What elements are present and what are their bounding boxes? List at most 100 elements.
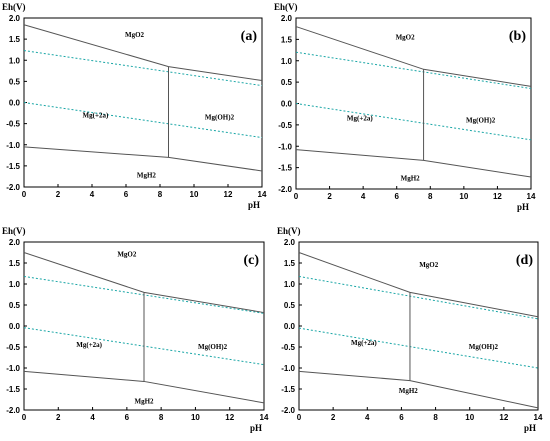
y-tick-label: -1.0: [278, 142, 292, 151]
panel-letter: (c): [243, 253, 259, 268]
x-tick-label: 2: [327, 192, 332, 201]
y-axis-label: Eh(V): [2, 226, 26, 236]
water-stability-line: [298, 327, 539, 369]
y-tick-label: 2.0: [9, 238, 21, 247]
y-tick-label: 1.5: [9, 259, 21, 268]
x-tick-label: 12: [499, 413, 508, 422]
panel-letter: (a): [241, 29, 258, 44]
x-tick-label: 6: [394, 192, 399, 201]
y-tick-label: 0.5: [284, 301, 296, 310]
x-tick-label: 0: [22, 190, 27, 199]
water-stability-line: [23, 50, 263, 87]
x-tick-label: 0: [294, 192, 299, 201]
y-tick-label: -1.0: [6, 364, 20, 373]
x-axis-label: pH: [250, 423, 262, 433]
region-label: MgH2: [401, 174, 421, 182]
y-tick-label: 1.0: [281, 57, 293, 66]
x-tick-label: 0: [22, 413, 27, 422]
y-axis-label: Eh(V): [2, 2, 26, 12]
x-tick-label: 14: [258, 190, 267, 199]
x-tick-label: 14: [527, 192, 536, 201]
y-tick-label: 0.5: [9, 77, 21, 86]
y-tick-label: 1.0: [9, 280, 21, 289]
region-label: MgO2: [117, 251, 137, 259]
x-tick-label: 8: [158, 190, 163, 199]
y-tick-label: 0.5: [9, 301, 21, 310]
panel-1: 0 2 4 6 8 10 12 14 2.0 1.5 1.0 0.5 0.0 -0.5 -1.0 -1.5 -2…: [274, 2, 536, 212]
x-tick-label: 6: [399, 413, 404, 422]
y-tick-label: 1.5: [281, 35, 293, 44]
water-stability-line: [298, 275, 539, 320]
x-tick-label: 4: [361, 192, 366, 201]
region-label: Mg(+2a): [351, 339, 377, 347]
x-tick-label: 2: [331, 413, 336, 422]
region-label: Mg(+2a): [347, 115, 373, 123]
y-axis-label: Eh(V): [277, 226, 301, 236]
x-tick-label: 4: [90, 190, 95, 199]
region-label: Mg(+2a): [76, 341, 102, 349]
y-tick-label: -1.5: [281, 385, 295, 394]
x-tick-label: 2: [56, 190, 61, 199]
y-tick-label: 1.5: [9, 35, 21, 44]
x-tick-label: 4: [90, 413, 95, 422]
x-axis-label: pH: [248, 200, 260, 210]
region-label: MgH2: [137, 172, 157, 180]
x-tick-label: 6: [125, 413, 130, 422]
y-tick-label: -2.0: [278, 185, 292, 194]
panel-2: 0 2 4 6 8 10 12 14 2.0 1.5 1.0 0.5 0.0 -0.5 -1.0 -1.5 -2…: [2, 226, 269, 433]
x-tick-label: 8: [159, 413, 164, 422]
x-tick-label: 8: [428, 192, 433, 201]
region-label: Mg(OH)2: [469, 343, 499, 351]
x-tick-label: 12: [224, 190, 233, 199]
y-tick-label: 0.0: [281, 100, 293, 109]
x-tick-label: 10: [459, 192, 468, 201]
region-label: MgO2: [396, 33, 416, 41]
x-tick-label: 2: [56, 413, 61, 422]
y-tick-label: 0.0: [284, 322, 296, 331]
panel-3: 0 2 4 6 8 10 12 14 2.0 1.5 1.0 0.5 0.0 -0.5 -1.0 -1.5 -2…: [277, 226, 543, 433]
region-label: Mg(OH)2: [198, 343, 228, 351]
y-tick-label: -1.5: [6, 162, 20, 171]
plot-frame: [295, 17, 532, 190]
y-tick-label: 2.0: [281, 14, 293, 23]
y-tick-label: 1.0: [284, 280, 296, 289]
y-tick-label: -1.5: [278, 164, 292, 173]
y-tick-label: -0.5: [6, 343, 20, 352]
region-label: MgO2: [419, 261, 439, 269]
x-tick-label: 10: [191, 413, 200, 422]
panel-letter: (d): [516, 253, 533, 268]
y-tick-label: 1.5: [284, 259, 296, 268]
y-tick-label: -1.0: [6, 141, 20, 150]
x-axis-label: pH: [524, 423, 536, 433]
y-tick-label: 2.0: [284, 238, 296, 247]
x-tick-label: 14: [260, 413, 269, 422]
x-tick-label: 6: [124, 190, 129, 199]
x-tick-label: 12: [493, 192, 502, 201]
y-tick-label: -1.0: [281, 364, 295, 373]
region-label: Mg(+2a): [83, 111, 109, 119]
y-tick-label: 1.0: [9, 56, 21, 65]
panel-letter: (b): [509, 29, 526, 44]
y-tick-label: 0.5: [281, 78, 293, 87]
panel-0: 0 2 4 6 8 10 12 14 2.0 1.5 1.0 0.5 0.0 -0.5 -1.0 -1.5 -2…: [2, 2, 267, 210]
y-tick-label: -2.0: [6, 183, 20, 192]
y-tick-label: -1.5: [6, 385, 20, 394]
y-tick-label: -2.0: [6, 406, 20, 415]
plot-frame: [23, 17, 263, 188]
y-axis-label: Eh(V): [274, 2, 298, 12]
x-tick-label: 14: [534, 413, 543, 422]
y-tick-label: -0.5: [6, 120, 20, 129]
region-label: MgH2: [399, 387, 419, 395]
y-tick-label: 0.0: [9, 99, 21, 108]
x-tick-label: 0: [297, 413, 302, 422]
y-tick-label: 2.0: [9, 14, 21, 23]
y-tick-label: -0.5: [278, 121, 292, 130]
x-tick-label: 4: [365, 413, 370, 422]
region-label: MgH2: [134, 398, 154, 406]
water-stability-line: [23, 102, 263, 139]
region-label: Mg(OH)2: [466, 117, 496, 125]
x-tick-label: 8: [433, 413, 438, 422]
y-tick-label: -0.5: [281, 343, 295, 352]
x-tick-label: 12: [225, 413, 234, 422]
